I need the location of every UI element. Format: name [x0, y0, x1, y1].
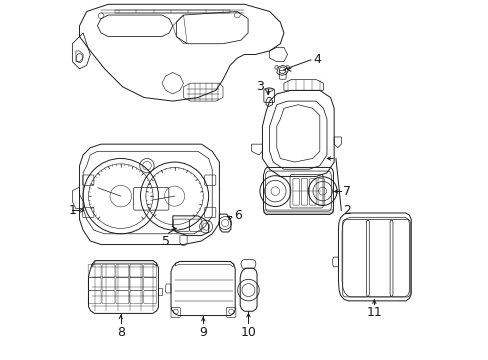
Text: 6: 6 [233, 210, 241, 222]
Text: 5: 5 [162, 234, 170, 248]
Text: 1: 1 [69, 204, 77, 217]
Text: 7: 7 [343, 185, 350, 198]
Text: 2: 2 [343, 204, 350, 217]
Text: 10: 10 [240, 326, 256, 339]
Text: 8: 8 [117, 326, 124, 339]
Text: 11: 11 [366, 306, 382, 319]
Text: 4: 4 [313, 53, 321, 66]
Text: 9: 9 [199, 326, 207, 339]
Text: 3: 3 [256, 80, 264, 93]
